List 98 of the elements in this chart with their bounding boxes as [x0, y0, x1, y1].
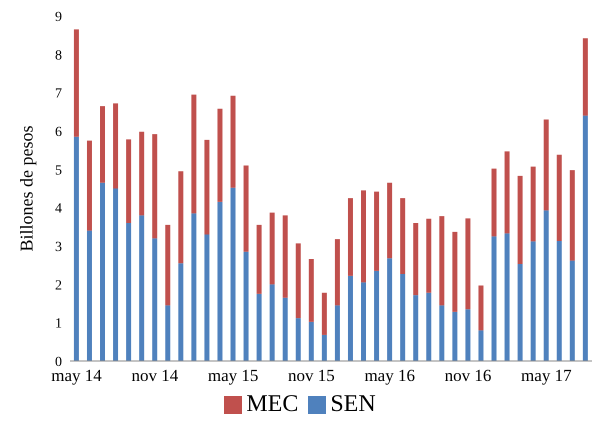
y-tick-label: 5 — [55, 163, 62, 178]
bar — [413, 295, 418, 361]
bar — [165, 224, 170, 306]
legend-label: SEN — [330, 391, 376, 417]
bar — [113, 103, 118, 188]
bar — [518, 176, 523, 264]
y-tick-label: 4 — [55, 202, 62, 217]
bar — [217, 202, 222, 361]
bar — [270, 212, 275, 284]
bar — [492, 168, 497, 236]
bar — [334, 305, 340, 361]
bar — [452, 232, 458, 312]
y-axis-title: Billones de pesos — [16, 126, 36, 252]
bar — [518, 264, 523, 361]
bar — [282, 215, 288, 298]
bar — [244, 166, 249, 252]
bar — [256, 224, 262, 294]
x-tick-label: may 15 — [208, 366, 258, 386]
bar — [191, 213, 196, 361]
bar — [570, 260, 575, 361]
bar — [361, 282, 366, 361]
bar — [204, 234, 210, 361]
bar — [400, 274, 406, 361]
bar — [544, 210, 549, 361]
bar — [86, 140, 92, 231]
bar — [74, 136, 79, 361]
x-tick-label: may 17 — [521, 366, 572, 386]
bar — [244, 252, 249, 361]
bar — [374, 192, 380, 271]
bar — [413, 223, 418, 296]
y-tick-label: 2 — [55, 278, 62, 294]
bar — [191, 94, 196, 214]
bar — [296, 243, 301, 318]
bar — [387, 182, 392, 258]
bar — [439, 216, 444, 306]
bar — [530, 166, 536, 242]
bar — [322, 292, 327, 335]
bar — [270, 284, 275, 361]
bar — [582, 116, 588, 361]
bar — [348, 198, 353, 276]
bar — [178, 263, 184, 361]
bar — [230, 188, 236, 361]
bar — [139, 132, 144, 216]
bar — [530, 241, 536, 361]
bar — [348, 276, 353, 361]
bar — [113, 188, 118, 361]
bar — [478, 285, 484, 330]
bar — [478, 330, 484, 361]
bar — [426, 292, 432, 361]
bar — [322, 334, 327, 361]
bar — [492, 236, 497, 361]
bar — [426, 218, 432, 293]
bar — [296, 318, 301, 361]
bar — [152, 238, 158, 361]
bar — [439, 305, 444, 361]
bar — [230, 96, 236, 188]
bar — [217, 108, 222, 202]
legend-label: MEC — [246, 391, 298, 417]
bar — [556, 154, 562, 242]
y-tick-label: 9 — [55, 10, 62, 25]
bar — [308, 322, 314, 361]
bar — [504, 233, 510, 361]
x-tick-label: nov 15 — [288, 366, 335, 386]
bar — [400, 198, 406, 274]
bar — [582, 38, 588, 116]
bar — [544, 120, 549, 210]
bar — [152, 134, 158, 238]
bar — [334, 239, 340, 306]
bar — [256, 294, 262, 361]
x-tick-label: may 16 — [364, 366, 415, 386]
x-tick-label: nov 14 — [131, 366, 179, 386]
bar — [282, 298, 288, 361]
bar — [165, 305, 170, 361]
bar — [86, 230, 92, 361]
bar — [178, 171, 184, 264]
bar — [465, 309, 470, 361]
bar — [465, 218, 470, 310]
y-tick-label: 6 — [55, 124, 62, 140]
y-tick-label: 8 — [55, 48, 62, 64]
bar — [126, 139, 132, 223]
bar — [361, 190, 366, 282]
x-tick-label: nov 16 — [444, 366, 492, 386]
bar — [504, 151, 510, 234]
y-tick-label: 1 — [55, 316, 62, 332]
bar — [100, 182, 106, 361]
bar — [570, 170, 575, 261]
bar — [100, 106, 106, 183]
bar — [126, 223, 132, 361]
bar — [74, 29, 79, 137]
bar — [556, 241, 562, 361]
bar — [308, 259, 314, 322]
y-tick-label: 3 — [55, 240, 62, 255]
bar — [387, 258, 392, 361]
bar — [374, 270, 380, 361]
bar — [452, 312, 458, 361]
bar — [139, 215, 144, 361]
y-tick-label: 7 — [55, 86, 62, 102]
bar — [204, 140, 210, 234]
